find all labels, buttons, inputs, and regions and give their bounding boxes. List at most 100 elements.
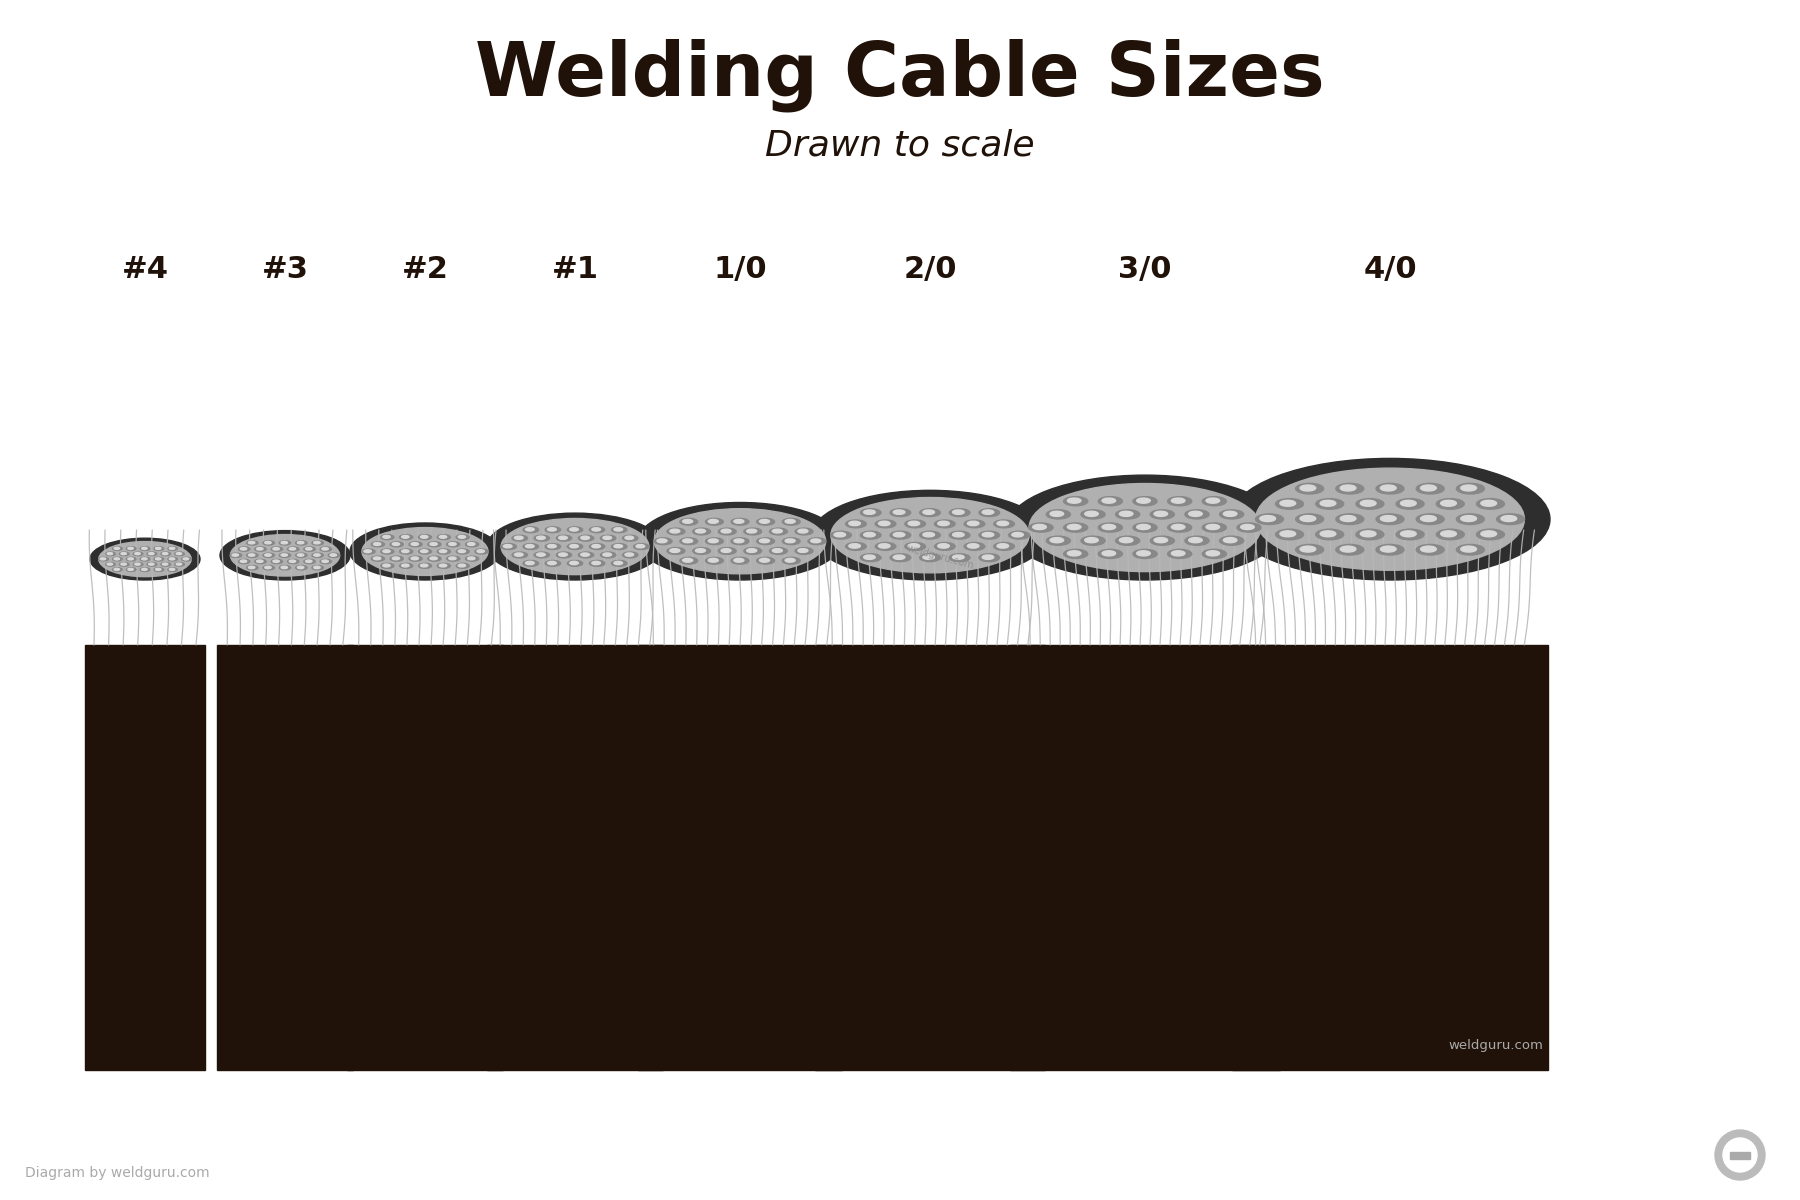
Ellipse shape bbox=[524, 560, 538, 566]
Ellipse shape bbox=[949, 509, 970, 516]
Ellipse shape bbox=[707, 520, 718, 523]
Ellipse shape bbox=[1260, 516, 1276, 522]
Ellipse shape bbox=[1012, 533, 1024, 536]
Ellipse shape bbox=[1224, 511, 1237, 516]
Ellipse shape bbox=[247, 541, 257, 545]
Ellipse shape bbox=[455, 535, 470, 540]
Ellipse shape bbox=[272, 547, 283, 551]
Ellipse shape bbox=[682, 558, 693, 562]
Circle shape bbox=[1723, 1138, 1757, 1172]
Ellipse shape bbox=[682, 539, 693, 542]
Ellipse shape bbox=[421, 550, 428, 552]
Ellipse shape bbox=[459, 550, 466, 552]
Ellipse shape bbox=[149, 563, 155, 565]
Ellipse shape bbox=[983, 554, 994, 559]
Ellipse shape bbox=[731, 557, 749, 564]
Ellipse shape bbox=[994, 520, 1015, 528]
Ellipse shape bbox=[281, 554, 288, 557]
Ellipse shape bbox=[126, 557, 137, 560]
Ellipse shape bbox=[833, 533, 846, 536]
Ellipse shape bbox=[140, 547, 149, 551]
Ellipse shape bbox=[182, 557, 191, 560]
Ellipse shape bbox=[1300, 485, 1316, 491]
Ellipse shape bbox=[295, 565, 308, 570]
Ellipse shape bbox=[680, 518, 698, 526]
Ellipse shape bbox=[923, 554, 934, 559]
Bar bbox=[637, 646, 842, 1070]
Ellipse shape bbox=[113, 569, 119, 570]
Ellipse shape bbox=[106, 563, 115, 566]
Ellipse shape bbox=[290, 560, 295, 563]
Ellipse shape bbox=[797, 529, 808, 533]
Ellipse shape bbox=[1400, 500, 1417, 506]
Ellipse shape bbox=[589, 560, 605, 566]
Ellipse shape bbox=[1296, 484, 1323, 494]
Ellipse shape bbox=[1501, 516, 1517, 522]
Ellipse shape bbox=[920, 553, 940, 562]
Ellipse shape bbox=[311, 565, 324, 570]
Ellipse shape bbox=[547, 528, 556, 532]
Text: Welding Cable Sizes: Welding Cable Sizes bbox=[475, 38, 1325, 112]
Ellipse shape bbox=[693, 547, 711, 554]
Ellipse shape bbox=[812, 491, 1048, 580]
Ellipse shape bbox=[808, 538, 826, 545]
Ellipse shape bbox=[410, 542, 418, 546]
Ellipse shape bbox=[846, 520, 866, 528]
Ellipse shape bbox=[1462, 485, 1476, 491]
Bar bbox=[488, 646, 662, 1070]
Ellipse shape bbox=[297, 566, 304, 569]
Ellipse shape bbox=[128, 547, 133, 550]
Ellipse shape bbox=[934, 520, 956, 528]
Ellipse shape bbox=[1150, 510, 1174, 518]
Ellipse shape bbox=[239, 559, 250, 564]
Circle shape bbox=[1715, 1130, 1766, 1180]
Ellipse shape bbox=[392, 557, 400, 559]
Ellipse shape bbox=[601, 552, 616, 558]
Ellipse shape bbox=[1462, 516, 1476, 522]
Ellipse shape bbox=[592, 562, 601, 565]
Ellipse shape bbox=[1336, 545, 1364, 556]
Ellipse shape bbox=[511, 535, 527, 541]
Ellipse shape bbox=[680, 538, 698, 545]
Ellipse shape bbox=[108, 563, 113, 565]
Ellipse shape bbox=[1300, 516, 1316, 522]
Ellipse shape bbox=[1132, 550, 1157, 558]
Ellipse shape bbox=[670, 548, 680, 552]
Ellipse shape bbox=[155, 547, 164, 551]
Ellipse shape bbox=[155, 557, 164, 560]
Ellipse shape bbox=[1188, 511, 1202, 516]
Ellipse shape bbox=[920, 532, 940, 539]
Ellipse shape bbox=[401, 564, 409, 566]
Ellipse shape bbox=[760, 558, 770, 562]
Ellipse shape bbox=[113, 547, 119, 550]
Ellipse shape bbox=[571, 562, 578, 565]
Ellipse shape bbox=[535, 535, 549, 541]
Ellipse shape bbox=[265, 554, 272, 557]
Ellipse shape bbox=[1098, 497, 1123, 505]
Ellipse shape bbox=[1172, 551, 1184, 556]
Ellipse shape bbox=[545, 527, 560, 533]
Ellipse shape bbox=[785, 520, 796, 523]
Ellipse shape bbox=[718, 528, 736, 535]
Text: #4: #4 bbox=[122, 256, 169, 284]
Ellipse shape bbox=[1154, 511, 1168, 516]
Ellipse shape bbox=[248, 541, 256, 544]
Ellipse shape bbox=[439, 564, 446, 566]
Ellipse shape bbox=[128, 569, 133, 570]
Text: #3: #3 bbox=[261, 256, 308, 284]
Ellipse shape bbox=[167, 568, 178, 571]
Bar bbox=[85, 646, 205, 1070]
Ellipse shape bbox=[670, 529, 680, 533]
Ellipse shape bbox=[581, 536, 589, 540]
Ellipse shape bbox=[1381, 516, 1397, 522]
Ellipse shape bbox=[878, 544, 889, 548]
Ellipse shape bbox=[905, 542, 925, 551]
Ellipse shape bbox=[167, 557, 178, 560]
Ellipse shape bbox=[1280, 530, 1296, 536]
Ellipse shape bbox=[119, 552, 130, 556]
Ellipse shape bbox=[1319, 530, 1336, 536]
Ellipse shape bbox=[448, 542, 455, 546]
Ellipse shape bbox=[893, 510, 905, 515]
Ellipse shape bbox=[535, 552, 549, 558]
Ellipse shape bbox=[248, 566, 256, 569]
